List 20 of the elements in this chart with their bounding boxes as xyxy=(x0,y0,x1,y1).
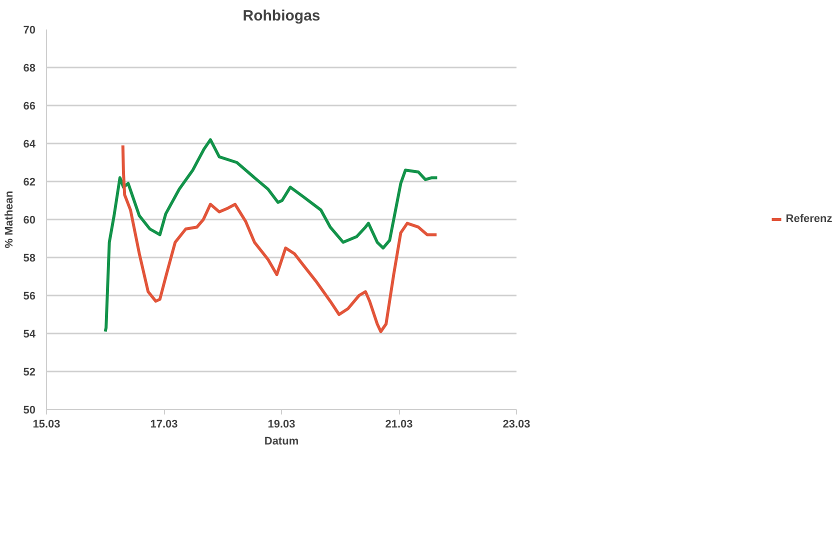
x-axis-title: Datum xyxy=(264,436,299,448)
y-tick-label: 60 xyxy=(23,214,36,226)
y-tick-label: 66 xyxy=(23,100,36,112)
y-tick-label: 68 xyxy=(23,62,36,74)
y-axis-title: % Mathean xyxy=(3,190,16,248)
y-tick-label: 58 xyxy=(23,252,36,264)
legend-label: Referenz xyxy=(786,213,832,225)
y-tick-label: 70 xyxy=(23,24,36,36)
y-tick-label: 62 xyxy=(23,176,36,188)
x-tick-label: 19.03 xyxy=(268,418,296,430)
y-tick-label: 56 xyxy=(23,290,36,302)
y-tick-label: 64 xyxy=(23,138,36,150)
x-tick-label: 15.03 xyxy=(32,418,60,430)
x-tick-label: 23.03 xyxy=(502,418,530,430)
y-tick-label: 54 xyxy=(23,328,36,340)
y-tick-label: 50 xyxy=(23,404,36,416)
y-tick-label: 52 xyxy=(23,366,36,378)
x-tick-label: 17.03 xyxy=(150,418,178,430)
x-tick-label: 21.03 xyxy=(385,418,413,430)
chart-title: Rohbiogas xyxy=(242,8,320,24)
